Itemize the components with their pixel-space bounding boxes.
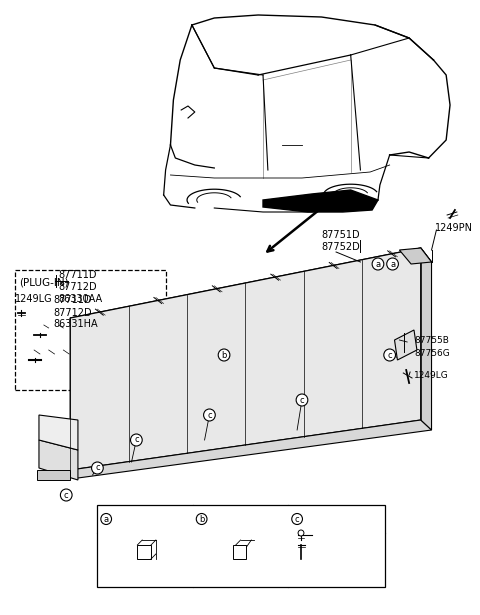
Circle shape <box>296 394 308 406</box>
Polygon shape <box>39 440 78 480</box>
Text: c: c <box>300 395 304 405</box>
Text: b: b <box>221 351 227 360</box>
Circle shape <box>384 349 396 361</box>
Polygon shape <box>22 346 29 358</box>
Text: c: c <box>387 351 392 360</box>
Circle shape <box>131 434 142 446</box>
Text: 1249LG: 1249LG <box>314 545 352 555</box>
Text: 87712D: 87712D <box>59 282 97 292</box>
Circle shape <box>292 514 302 525</box>
Text: 87755B: 87755B <box>414 336 449 344</box>
Text: 87756G: 87756G <box>414 349 450 357</box>
Text: 87752D: 87752D <box>322 242 360 252</box>
Text: 87786: 87786 <box>210 514 243 524</box>
Text: 87756J: 87756J <box>115 514 151 524</box>
Text: 87711D: 87711D <box>59 270 97 280</box>
FancyBboxPatch shape <box>14 270 166 390</box>
Polygon shape <box>70 420 432 478</box>
Circle shape <box>218 349 230 361</box>
Polygon shape <box>37 470 70 480</box>
Text: c: c <box>64 491 69 499</box>
Circle shape <box>60 489 72 501</box>
Circle shape <box>372 258 384 270</box>
Polygon shape <box>29 316 121 329</box>
Circle shape <box>298 530 304 536</box>
Text: 86331HA: 86331HA <box>54 319 98 329</box>
Text: 1249PN: 1249PN <box>435 223 473 233</box>
Text: 1249LG: 1249LG <box>414 370 449 379</box>
Polygon shape <box>137 545 151 559</box>
Text: a: a <box>104 515 109 523</box>
Text: 87711D: 87711D <box>54 295 92 305</box>
Circle shape <box>92 462 103 474</box>
Text: 87759D: 87759D <box>314 529 353 539</box>
Text: c: c <box>95 464 100 472</box>
Polygon shape <box>39 415 78 450</box>
Text: c: c <box>295 515 300 523</box>
Text: 87712D: 87712D <box>54 308 92 318</box>
Polygon shape <box>29 322 37 333</box>
Circle shape <box>196 514 207 525</box>
Polygon shape <box>70 248 421 470</box>
Polygon shape <box>421 248 432 430</box>
Text: a: a <box>390 260 395 269</box>
Text: a: a <box>375 260 381 269</box>
Circle shape <box>204 409 215 421</box>
Polygon shape <box>399 248 432 264</box>
Bar <box>48 318 102 330</box>
Text: b: b <box>199 515 204 523</box>
Text: (PLUG-IN): (PLUG-IN) <box>20 277 69 287</box>
Polygon shape <box>263 190 378 212</box>
Polygon shape <box>22 340 102 355</box>
Polygon shape <box>395 330 417 360</box>
Text: 1249LG: 1249LG <box>14 294 52 304</box>
Text: 87751D: 87751D <box>322 230 360 240</box>
Circle shape <box>387 258 398 270</box>
Text: 86330AA: 86330AA <box>59 294 103 304</box>
Text: c: c <box>207 410 212 419</box>
Polygon shape <box>70 248 432 330</box>
Circle shape <box>101 514 111 525</box>
Polygon shape <box>233 545 246 559</box>
Text: c: c <box>134 435 139 445</box>
Bar <box>97 505 385 587</box>
